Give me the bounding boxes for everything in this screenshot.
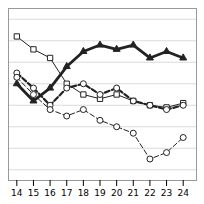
svg-text:14: 14 (11, 188, 23, 198)
svg-text:16: 16 (44, 188, 56, 198)
svg-text:24: 24 (177, 188, 189, 198)
svg-text:19: 19 (94, 188, 106, 198)
svg-text:18: 18 (78, 188, 90, 198)
svg-text:15: 15 (28, 188, 39, 198)
svg-text:23: 23 (161, 188, 172, 198)
svg-text:22: 22 (144, 188, 155, 198)
svg-text:17: 17 (61, 188, 72, 198)
svg-text:21: 21 (128, 188, 139, 198)
svg-text:20: 20 (111, 188, 123, 198)
